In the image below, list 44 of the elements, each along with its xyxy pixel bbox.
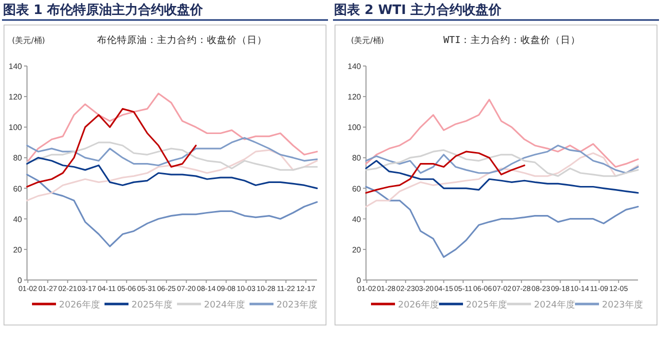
chart-title: 图表 2 WTI 主力合约收盘价 xyxy=(334,2,503,18)
chart-title: 图表 1 布伦特原油主力合约收盘价 xyxy=(3,2,204,18)
line-series xyxy=(365,98,639,168)
chart-subtitle: WTI：主力合约：收盘价（日） xyxy=(443,34,581,46)
legend-label: 2024年度 xyxy=(534,300,575,310)
legend-label: 2023年度 xyxy=(276,300,318,310)
y-tick-label: 40 xyxy=(352,214,362,224)
line-series xyxy=(365,152,639,208)
chart-subtitle: 布伦特原油：主力合约：收盘价（日） xyxy=(97,34,267,46)
line-series xyxy=(26,156,318,190)
line-series xyxy=(26,108,197,188)
y-tick-label: 60 xyxy=(13,184,23,194)
y-tick-label: 0 xyxy=(356,276,362,285)
y-tick-label: 120 xyxy=(8,92,23,102)
y-tick-label: 140 xyxy=(348,62,362,71)
y-tick-label: 100 xyxy=(348,123,362,132)
line-series xyxy=(365,160,639,194)
y-axis-title: (美元/桶) xyxy=(351,36,384,45)
y-tick-label: 20 xyxy=(13,245,23,254)
line-series xyxy=(365,150,526,194)
y-tick-label: 100 xyxy=(8,123,23,132)
line-series xyxy=(26,142,318,171)
y-tick-label: 80 xyxy=(13,154,23,163)
y-tick-label: 60 xyxy=(352,184,362,194)
y-tick-label: 0 xyxy=(18,276,23,285)
legend-label: 2026年度 xyxy=(398,300,439,310)
legend-label: 2025年度 xyxy=(466,300,507,310)
y-tick-label: 120 xyxy=(348,92,362,102)
legend-label: 2024年度 xyxy=(204,300,245,310)
legend-label: 2025年度 xyxy=(132,300,172,310)
line-series xyxy=(365,186,639,258)
line-series xyxy=(26,92,318,164)
line-series xyxy=(26,137,318,166)
line-series xyxy=(365,149,639,177)
line-series xyxy=(365,144,639,174)
line-series xyxy=(26,174,318,248)
y-tick-label: 140 xyxy=(8,62,23,71)
y-tick-label: 20 xyxy=(352,245,362,254)
legend-label: 2023年度 xyxy=(602,300,643,310)
y-tick-label: 80 xyxy=(352,154,362,163)
y-tick-label: 40 xyxy=(13,214,23,224)
y-axis-title: (美元/桶) xyxy=(12,36,45,45)
legend-label: 2026年度 xyxy=(59,300,100,310)
line-series xyxy=(26,149,318,202)
